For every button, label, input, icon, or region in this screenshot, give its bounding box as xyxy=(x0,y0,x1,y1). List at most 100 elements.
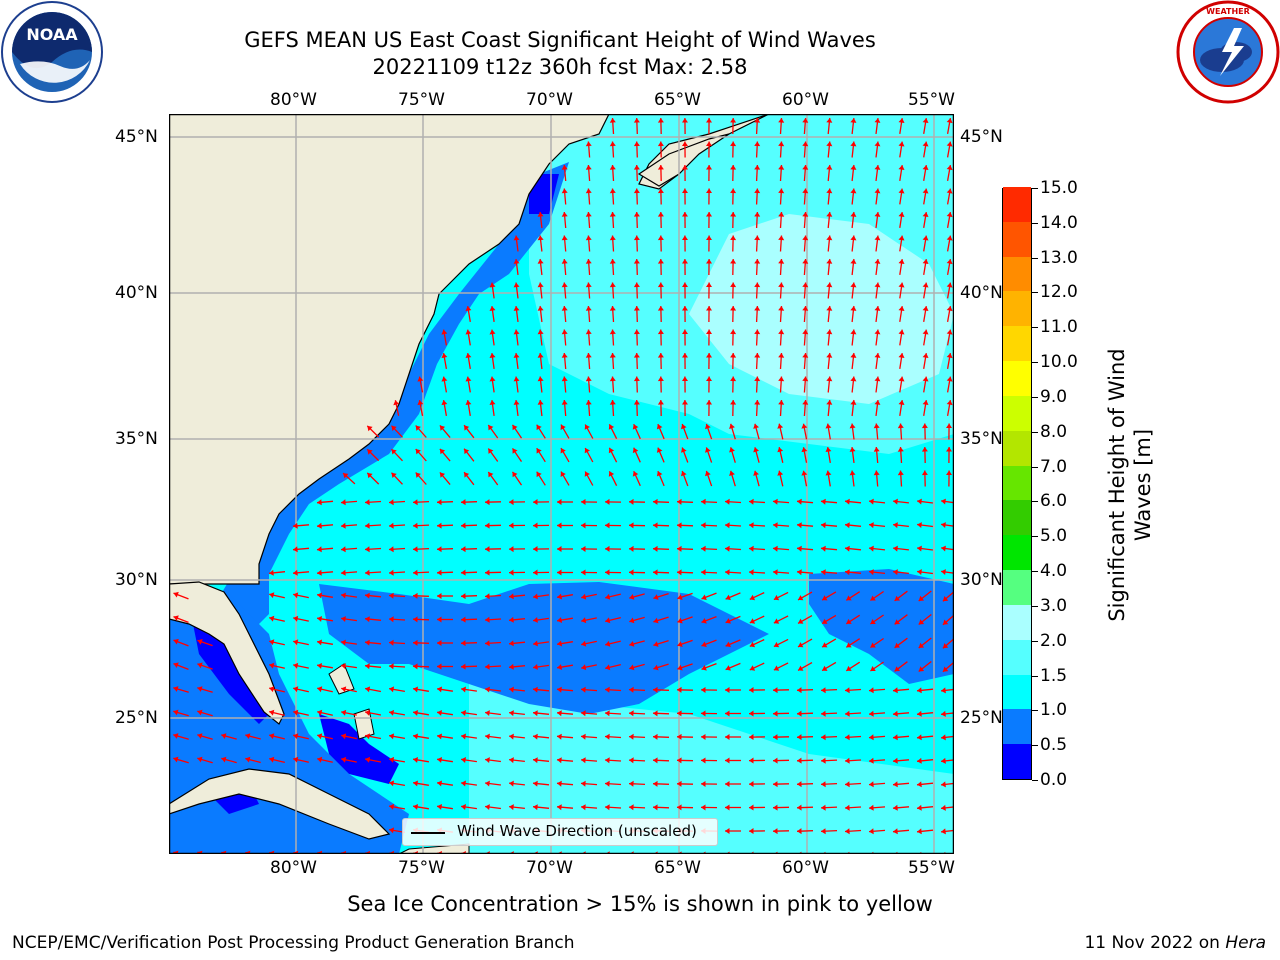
wind-wave-arrowhead xyxy=(893,804,898,811)
wind-wave-arrowhead xyxy=(489,282,496,288)
wind-wave-arrowhead xyxy=(657,329,664,335)
colorbar-tick-label: 6.0 xyxy=(1040,491,1068,512)
wind-wave-arrowhead xyxy=(609,188,616,194)
wind-wave-arrowhead xyxy=(754,329,761,335)
wind-wave-arrowhead xyxy=(850,259,857,264)
colorbar-tick-mark xyxy=(1032,222,1038,224)
wind-wave-arrowhead xyxy=(682,165,688,170)
wind-wave-arrowhead xyxy=(341,709,347,716)
wind-wave-arrowhead xyxy=(461,663,466,670)
wind-wave-arrowhead xyxy=(513,259,520,264)
wind-wave-arrowhead xyxy=(437,804,442,810)
wind-wave-arrowhead xyxy=(317,686,323,693)
wind-wave-arrowhead xyxy=(581,804,586,811)
wind-wave-arrowhead xyxy=(389,780,395,787)
graticule xyxy=(169,114,954,854)
wind-wave-arrowhead xyxy=(753,470,759,476)
wind-wave-arrowhead xyxy=(802,212,809,217)
wind-wave-arrowhead xyxy=(754,353,761,358)
wind-wave-arrowhead xyxy=(269,733,275,740)
wind-wave-arrowhead xyxy=(874,259,881,264)
wind-wave-arrowhead xyxy=(389,827,395,834)
wind-wave-arrowhead xyxy=(917,734,922,741)
wind-wave-arrowhead xyxy=(393,400,400,406)
wind-wave-arrowhead xyxy=(845,734,850,741)
wind-wave-arrowhead xyxy=(946,188,953,194)
wind-wave-arrowhead xyxy=(585,165,592,170)
wind-wave-arrowhead xyxy=(845,804,850,811)
wind-wave-arrowhead xyxy=(633,165,640,170)
sea-ice-caption: Sea Ice Concentration > 15% is shown in … xyxy=(347,892,933,916)
wind-wave-arrowhead xyxy=(749,665,756,671)
wind-wave-arrowhead xyxy=(439,448,446,455)
wind-wave-arrowhead xyxy=(437,569,442,576)
lon-label-top: 60°W xyxy=(782,90,829,110)
wind-wave-arrowhead xyxy=(797,828,802,835)
wind-wave-arrowhead xyxy=(461,616,466,623)
wind-wave-arrowhead xyxy=(729,470,735,476)
wind-wave-arrowhead xyxy=(850,141,857,147)
wind-wave-arrowhead xyxy=(826,212,833,217)
wind-wave-arrowhead xyxy=(822,642,828,648)
wind-wave-arrowhead xyxy=(845,757,850,764)
lat-label-right: 35°N xyxy=(960,429,1003,449)
wind-wave-arrowhead xyxy=(898,118,905,123)
wind-wave-arrowhead xyxy=(802,141,809,147)
wind-wave-arrowhead xyxy=(560,471,566,477)
wind-wave-arrowhead xyxy=(894,666,900,672)
wind-wave-arrowhead xyxy=(677,522,682,529)
wind-wave-arrowhead xyxy=(870,619,876,624)
wind-wave-arrowhead xyxy=(677,617,683,624)
wind-wave-arrowhead xyxy=(173,591,179,598)
wind-wave-arrowhead xyxy=(850,353,857,358)
colorbar-segment xyxy=(1003,569,1031,605)
wind-wave-arrowhead xyxy=(749,757,754,764)
wind-wave-arrowhead xyxy=(656,471,663,477)
wind-wave-arrowhead xyxy=(557,733,562,740)
wind-wave-arrowhead xyxy=(561,282,568,288)
colorbar-segment xyxy=(1003,325,1031,362)
lon-label-bottom: 60°W xyxy=(782,858,829,878)
wind-wave-arrowhead xyxy=(581,757,586,764)
wind-wave-arrowhead xyxy=(802,376,809,382)
wind-wave-arrowhead xyxy=(537,329,544,335)
wind-wave-arrowhead xyxy=(682,376,688,381)
wind-wave-arrowhead xyxy=(605,780,610,787)
wind-wave-arrowhead xyxy=(485,710,490,716)
wind-wave-arrowhead xyxy=(629,664,635,671)
wind-wave-arrowhead xyxy=(389,803,395,810)
wind-wave-arrowhead xyxy=(681,471,687,477)
lon-label-bottom: 75°W xyxy=(398,858,445,878)
wind-wave-arrowhead xyxy=(821,687,826,694)
colorbar-tick-mark xyxy=(1032,362,1038,364)
wind-wave-arrowhead xyxy=(609,165,616,170)
colorbar-tick-label: 0.0 xyxy=(1040,770,1068,790)
wind-wave-arrowhead xyxy=(849,447,856,452)
colorbar-tick-label: 11.0 xyxy=(1040,317,1078,338)
wind-wave-arrowhead xyxy=(341,499,346,506)
wind-wave-arrowhead xyxy=(749,522,754,529)
colorbar-segment xyxy=(1003,499,1031,536)
wind-wave-arrowhead xyxy=(778,400,785,405)
colorbar-tick-mark xyxy=(1032,501,1038,503)
colorbar-tick-mark xyxy=(1032,640,1038,642)
wind-wave-arrowhead xyxy=(584,424,590,430)
wind-wave-arrowhead xyxy=(706,118,712,123)
wind-wave-arrowhead xyxy=(536,424,542,431)
land-north-america xyxy=(169,114,610,585)
wind-wave-arrowhead xyxy=(749,710,754,717)
wind-wave-arrowhead xyxy=(584,448,590,454)
wind-wave-arrowhead xyxy=(946,118,953,124)
wind-wave-arrowhead xyxy=(653,617,659,624)
wind-wave-arrowhead xyxy=(609,400,616,405)
wind-wave-arrowhead xyxy=(415,449,421,455)
wind-wave-arrowhead xyxy=(797,545,802,552)
wind-wave-arrowhead xyxy=(343,473,349,479)
wind-wave-arrowhead xyxy=(633,400,640,405)
wind-wave-arrowhead xyxy=(629,498,634,505)
wind-wave-arrowhead xyxy=(581,546,586,552)
wind-wave-arrowhead xyxy=(797,804,802,811)
wind-wave-arrowhead xyxy=(922,165,929,170)
wind-wave-arrowhead xyxy=(918,595,925,601)
wind-wave-arrowhead xyxy=(173,662,179,668)
